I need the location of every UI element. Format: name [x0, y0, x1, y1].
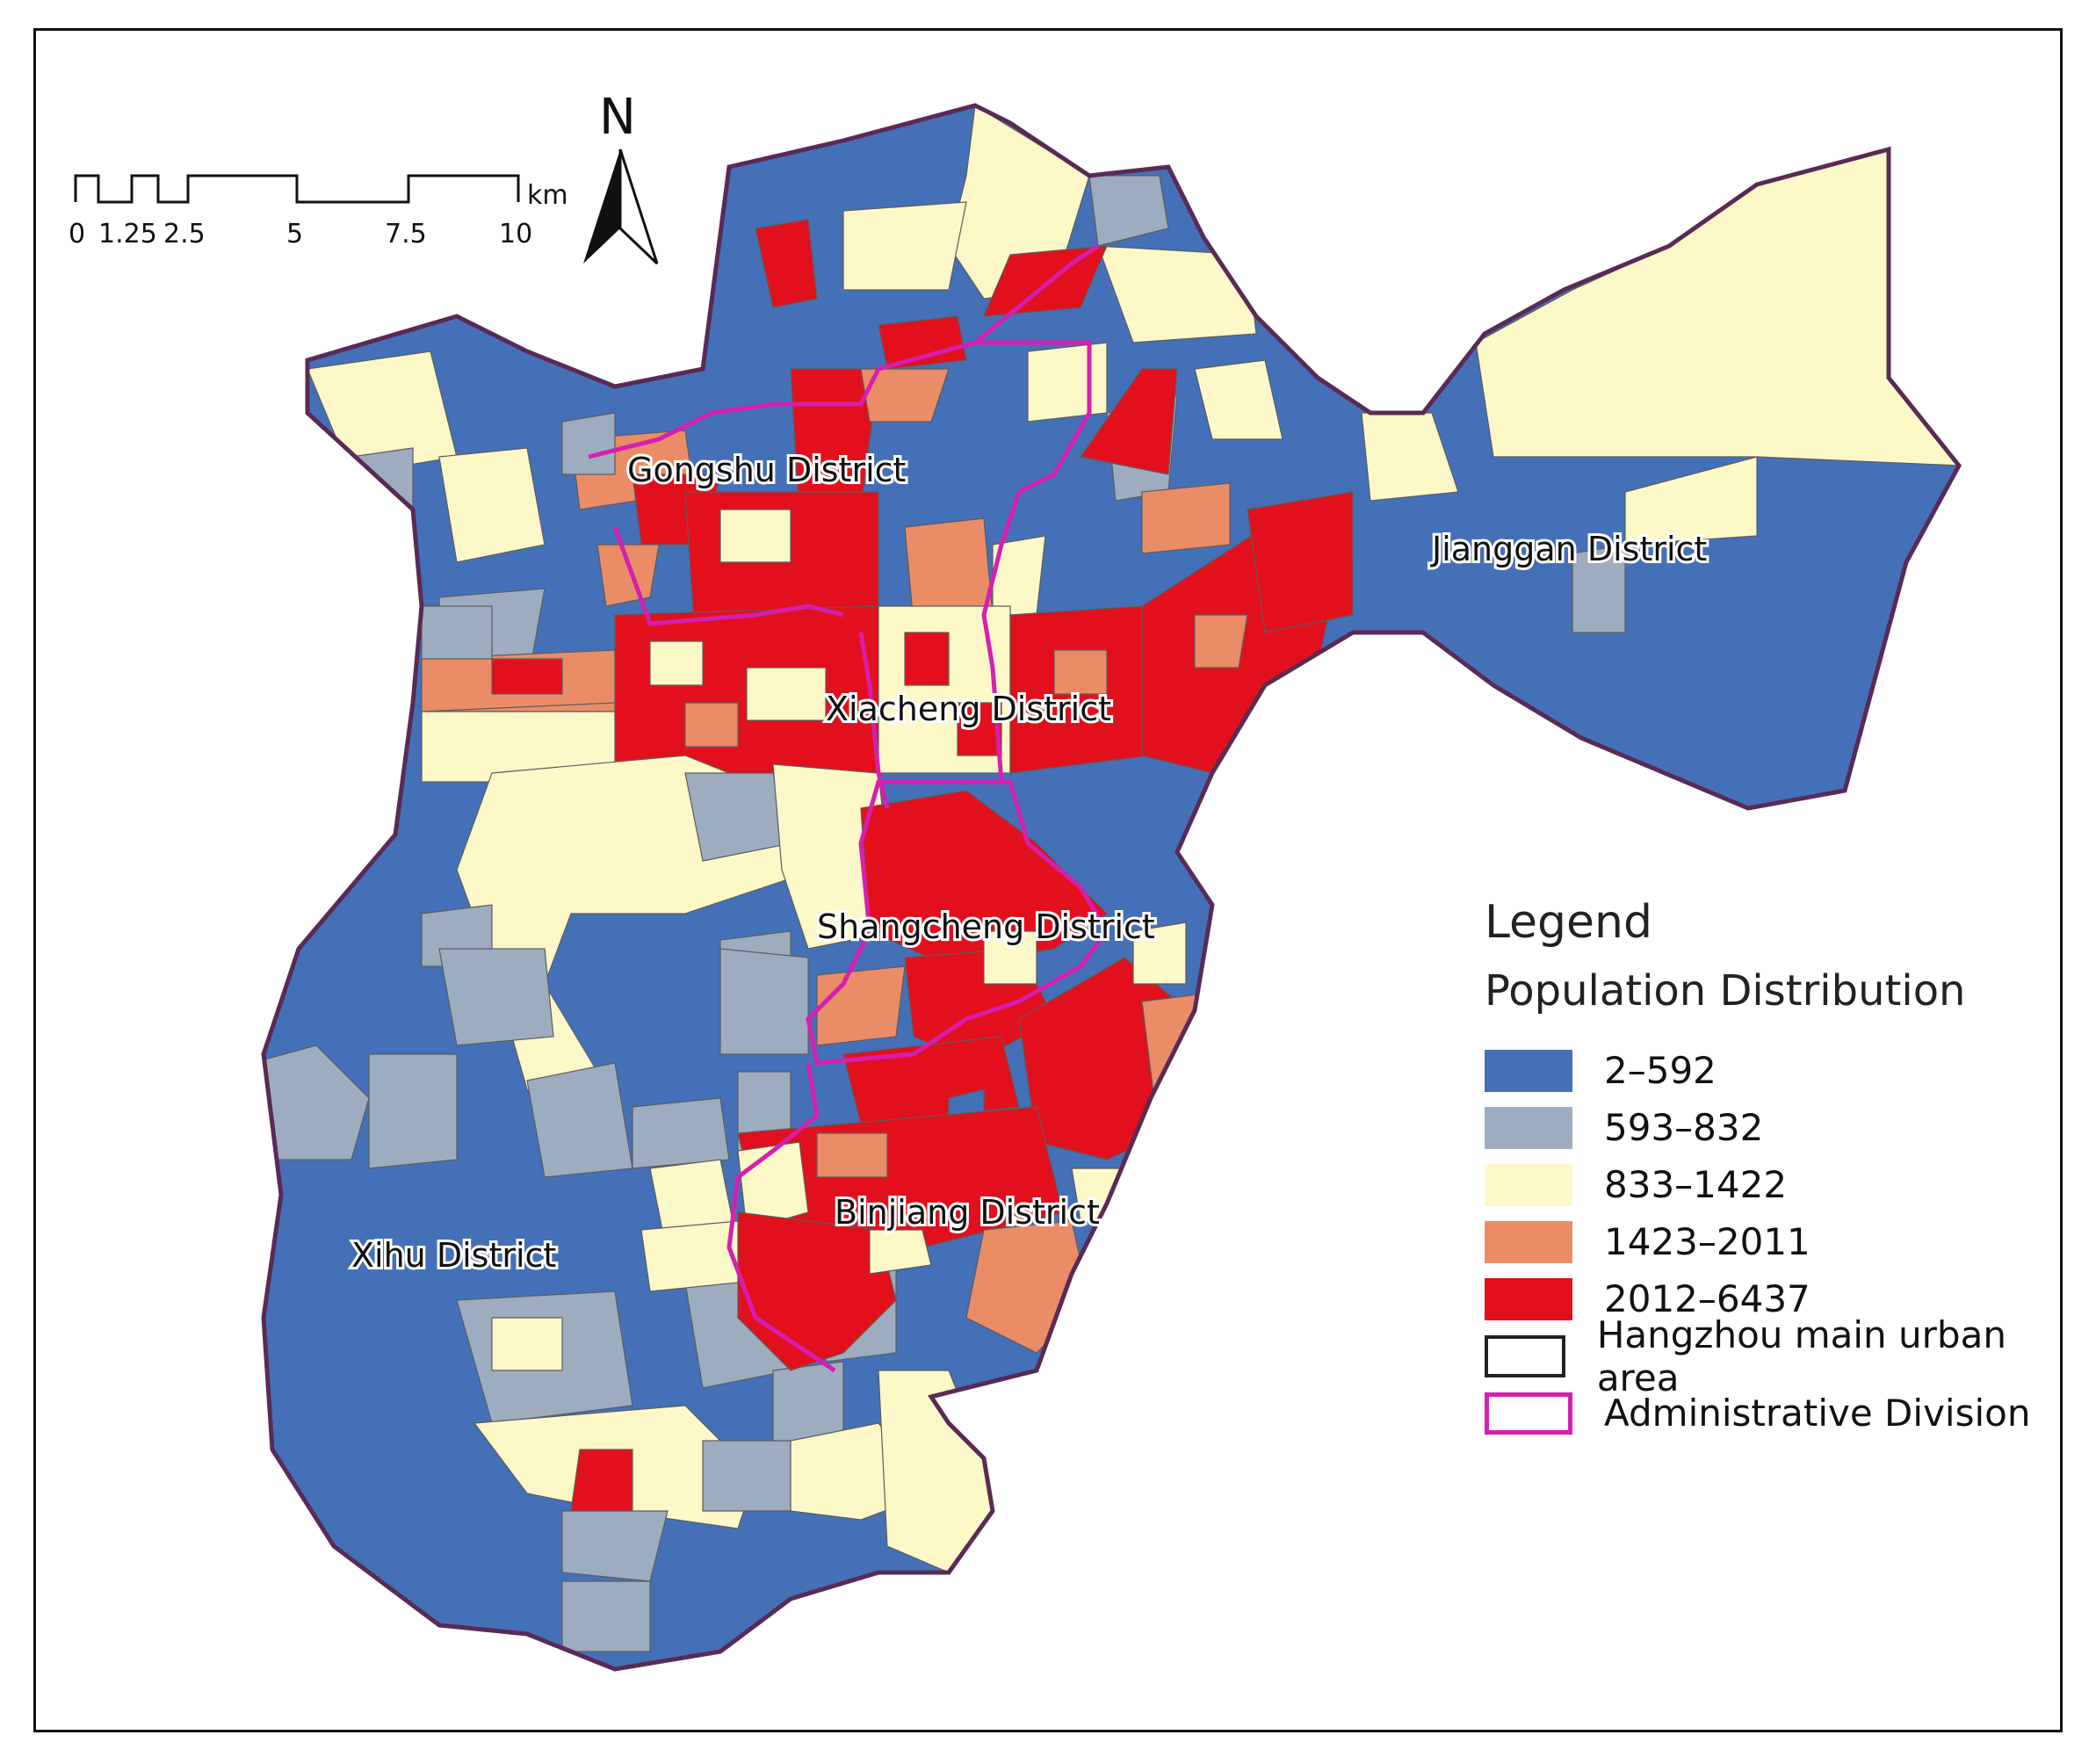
patch [438, 948, 554, 1046]
label-gongshu: Gongshu District [627, 451, 906, 489]
patch [860, 368, 950, 423]
patch [1624, 456, 1758, 546]
admin-line-shangcheng [806, 779, 1110, 1066]
patch [816, 1132, 888, 1178]
legend: Legend Population Distribution 2–592 593… [1485, 896, 2056, 1442]
label-jianggan: Jianggan District [1430, 530, 1707, 568]
legend-title: Legend [1485, 896, 1653, 949]
legend-label: Hangzhou main urban area [1596, 1312, 2006, 1399]
legend-label: Administrative Division [1604, 1392, 2031, 1435]
legend-subtitle: Population Distribution [1485, 966, 1966, 1016]
legend-swatch [1485, 1277, 1572, 1320]
scale-tick-5: 10 [499, 219, 532, 249]
legend-label: 593–832 [1604, 1106, 1764, 1149]
admin-line-xiacheng-east [975, 340, 1092, 783]
legend-label: 2–592 [1604, 1049, 1717, 1092]
patch [684, 702, 739, 748]
legend-swatch [1485, 1220, 1572, 1263]
legend-label: 2012–6437 [1604, 1277, 1811, 1320]
admin-line-xiacheng-west [858, 632, 890, 809]
patch [368, 1053, 458, 1169]
patch [632, 1097, 730, 1169]
patch [561, 412, 616, 475]
patch [719, 509, 791, 563]
patch [1088, 175, 1169, 247]
admin-line-binjiang [726, 1062, 836, 1373]
patch [878, 315, 967, 370]
patch [596, 544, 660, 607]
patch [983, 245, 1108, 317]
label-shangcheng: Shangcheng District [817, 907, 1155, 946]
admin-line-gongshu [588, 243, 1100, 459]
legend-swatch [1485, 1106, 1572, 1149]
patch [1194, 359, 1283, 440]
legend-item: 2–592 [1485, 1042, 2056, 1099]
north-label: N [599, 89, 636, 146]
patch [640, 1220, 739, 1292]
patch [1097, 245, 1257, 343]
scale-unit: km [527, 180, 568, 211]
patch [746, 667, 827, 721]
scale-tick-0: 0 [69, 219, 85, 249]
scale-tick-3: 5 [286, 219, 303, 249]
main-urban-boundary [261, 103, 1962, 1672]
patch [860, 790, 1108, 967]
label-xiacheng: Xiacheng District [826, 690, 1111, 728]
legend-item: Administrative Division [1485, 1384, 2056, 1442]
patch [491, 658, 563, 695]
patch [904, 632, 950, 686]
scale-bar-line [74, 174, 520, 204]
legend-item: Hangzhou main urban area [1485, 1313, 2056, 1399]
choropleth-patches [264, 105, 1959, 1652]
scale-tick-1: 1.25 [98, 219, 157, 249]
legend-item: 1423–2011 [1485, 1213, 2056, 1270]
admin-line-gongshu-south [612, 526, 844, 626]
north-arrow-right [618, 148, 659, 265]
legend-swatch [1485, 1392, 1572, 1435]
patch [755, 219, 818, 308]
patch [719, 948, 809, 1055]
patch [1132, 922, 1187, 985]
patch [1247, 491, 1354, 633]
scale-bar: 0 1.25 2.5 5 7.5 10 km [69, 174, 568, 249]
patch [421, 605, 493, 660]
legend-item: 593–832 [1485, 1099, 2056, 1156]
legend-label: 1423–2011 [1604, 1220, 1811, 1263]
patch [1079, 368, 1178, 475]
scale-tick-2: 2.5 [163, 219, 206, 249]
patch [491, 1317, 563, 1371]
patch [1141, 482, 1231, 554]
patch [816, 965, 906, 1046]
patch [869, 1229, 932, 1275]
legend-item: 833–1422 [1485, 1156, 2056, 1213]
patch [561, 1510, 669, 1582]
patch [1141, 992, 1213, 1143]
legend-swatch [1485, 1163, 1572, 1206]
legend-swatch [1485, 1049, 1572, 1092]
scale-tick-4: 7.5 [385, 219, 427, 249]
patch [702, 1440, 791, 1512]
patch [526, 1062, 633, 1178]
patch [1572, 544, 1626, 633]
admin-division-lines [588, 243, 1110, 1373]
patch [570, 1449, 633, 1512]
patch [1194, 614, 1248, 669]
patch [1027, 342, 1108, 423]
north-arrow-icon: N [583, 89, 659, 265]
patch [842, 201, 967, 291]
legend-label: 833–1422 [1604, 1163, 1788, 1206]
patch [1053, 649, 1108, 695]
legend-swatch [1485, 1334, 1565, 1377]
label-binjiang: Binjiang District [835, 1193, 1100, 1232]
patch [561, 1580, 651, 1652]
patch [649, 640, 704, 686]
north-arrow-left [583, 149, 620, 264]
legend-item: 2012–6437 [1485, 1270, 2056, 1327]
patch [264, 1045, 370, 1160]
label-xihu: Xihu District [351, 1236, 556, 1275]
patch [438, 447, 546, 563]
patch [983, 930, 1037, 985]
